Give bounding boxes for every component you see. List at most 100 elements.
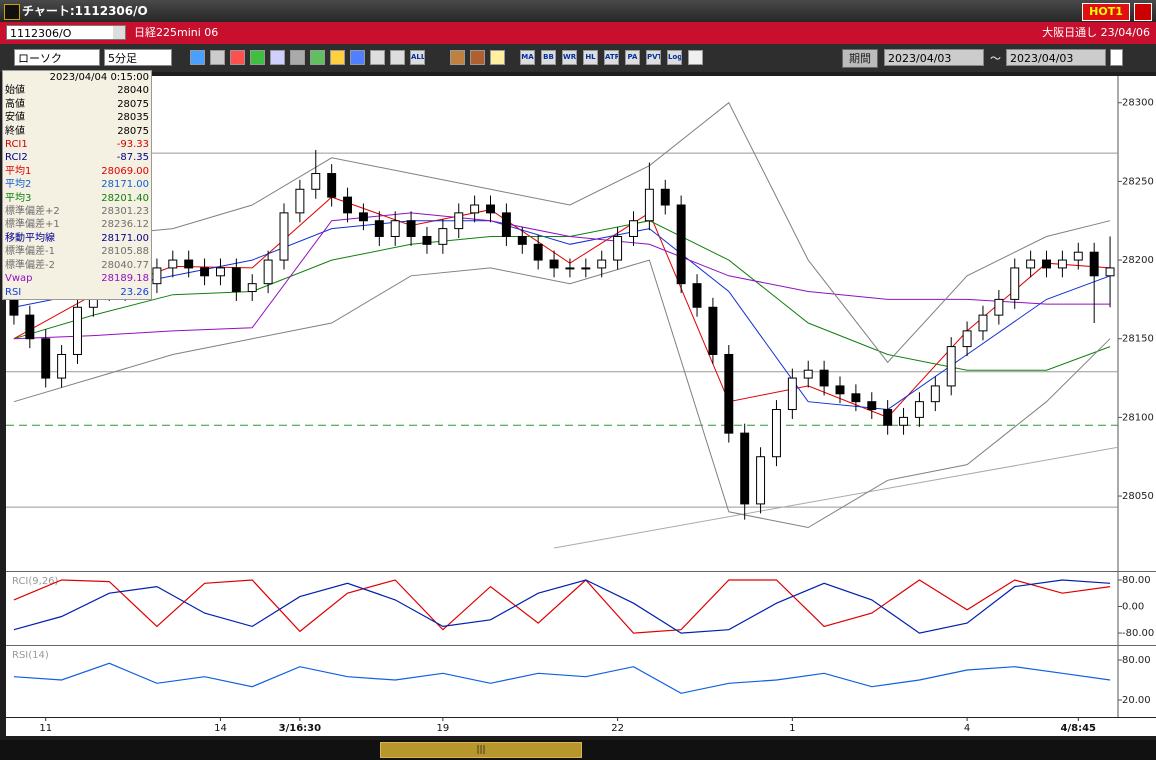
tool-button[interactable]: WRE — [562, 50, 577, 65]
date-separator: ～ — [990, 52, 1001, 65]
candle-body — [756, 456, 766, 505]
tool-button[interactable] — [190, 50, 205, 65]
tool-button[interactable] — [250, 50, 265, 65]
candle-body — [787, 377, 797, 411]
candle-body — [867, 401, 877, 411]
candle-body — [740, 432, 750, 505]
candle-body — [501, 212, 511, 237]
info-label: 平均1 — [5, 165, 32, 177]
y-tick-label: 28150 — [1122, 334, 1154, 345]
tool-button[interactable] — [270, 50, 285, 65]
info-label: 平均3 — [5, 192, 32, 204]
x-tick-label: 3/16:30 — [279, 723, 321, 734]
tool-button[interactable] — [230, 50, 245, 65]
candle-body — [438, 228, 448, 245]
info-label: 高値 — [5, 98, 25, 110]
tool-button[interactable]: PA — [625, 50, 640, 65]
candle-body — [231, 267, 241, 293]
x-tick-label: 4/8:45 — [1061, 723, 1097, 734]
tool-button[interactable] — [490, 50, 505, 65]
plot-background — [6, 76, 1156, 736]
candle-body — [152, 267, 162, 285]
tool-button[interactable] — [688, 50, 703, 65]
date-from[interactable]: 2023/04/03 — [884, 49, 984, 66]
panel-title: RSI(14) — [12, 650, 49, 661]
candle-body — [422, 235, 432, 245]
info-row: 移動平均線 28171.00 — [3, 232, 151, 245]
tool-button[interactable] — [470, 50, 485, 65]
tool-button[interactable] — [330, 50, 345, 65]
candle-body — [771, 409, 781, 458]
tool-button[interactable] — [370, 50, 385, 65]
candle-body — [470, 204, 480, 214]
hot-badge[interactable]: HOT1 — [1082, 3, 1130, 21]
window-title: チャート:1112306/O — [22, 4, 148, 18]
candle-body — [597, 259, 607, 269]
title-bar: チャート:1112306/O HOT1 — [0, 0, 1156, 22]
candle-body — [660, 188, 670, 206]
candle-body — [1042, 259, 1051, 269]
candle-body — [930, 385, 940, 403]
date-to[interactable]: 2023/04/03 — [1006, 49, 1106, 66]
tool-button[interactable]: PVT — [646, 50, 661, 65]
info-label: 始値 — [5, 85, 25, 97]
info-row: Vwap 28189.18 — [3, 272, 151, 285]
checkbox[interactable] — [1110, 49, 1123, 66]
candle-body — [549, 259, 559, 269]
scrollbar[interactable]: ||| — [0, 740, 1156, 760]
trend-line — [553, 446, 1119, 549]
y-tick-label: 20.00 — [1122, 695, 1151, 706]
candle-body — [215, 267, 225, 277]
candle-body — [327, 173, 337, 198]
close-button[interactable] — [1134, 3, 1152, 21]
info-row: RSI 23.26 — [3, 286, 151, 299]
info-row: 標準偏差+1 28236.12 — [3, 218, 151, 231]
tool-button[interactable] — [310, 50, 325, 65]
candle-body — [803, 369, 813, 379]
tool-button[interactable] — [290, 50, 305, 65]
candle-body — [946, 346, 956, 387]
x-tick-label: 4 — [964, 723, 970, 734]
scroll-thumb[interactable]: ||| — [380, 742, 582, 758]
info-value: 28105.88 — [101, 246, 149, 258]
tool-button[interactable] — [450, 50, 465, 65]
info-label: 終値 — [5, 125, 25, 137]
info-label: 標準偏差-2 — [5, 259, 55, 271]
y-tick-label: 28100 — [1122, 412, 1154, 423]
candle-body — [311, 173, 321, 190]
candle-body — [343, 196, 353, 214]
info-value: 28171.00 — [101, 232, 149, 244]
tool-button[interactable]: MA — [520, 50, 535, 65]
info-label: 平均2 — [5, 179, 32, 191]
candle-body — [295, 188, 305, 214]
candle-body — [1089, 251, 1099, 277]
symbol-input[interactable]: 1112306/O — [6, 25, 126, 40]
x-tick-label: 1 — [789, 723, 795, 734]
y-tick-label: 28050 — [1122, 491, 1154, 502]
info-value: 28301.23 — [101, 206, 149, 218]
tool-button[interactable]: ALL — [410, 50, 425, 65]
tool-button[interactable]: ATR — [604, 50, 619, 65]
candle-body — [41, 338, 51, 379]
candle-body — [168, 259, 178, 269]
toolbar: ローソク 5分足 ALL MA BB WRE HL ATR PA PVT Log 期間 2023… — [0, 44, 1156, 72]
candle-body — [724, 353, 734, 434]
tool-button[interactable]: Log — [667, 50, 682, 65]
candle-body — [1026, 259, 1036, 269]
candle-body — [899, 416, 909, 426]
tool-button[interactable] — [350, 50, 365, 65]
tool-button[interactable] — [390, 50, 405, 65]
interval-select[interactable]: 5分足 — [104, 49, 172, 66]
tool-button[interactable]: HL — [583, 50, 598, 65]
info-row: RCI2 -87.35 — [3, 151, 151, 164]
tool-button[interactable]: BB — [541, 50, 556, 65]
info-timestamp: 2023/04/04 0:15:00 — [49, 72, 149, 83]
period-button[interactable]: 期間 — [842, 49, 878, 68]
info-value: 28035 — [117, 112, 149, 124]
tool-button[interactable] — [210, 50, 225, 65]
info-value: 28040.77 — [101, 259, 149, 271]
chart-style-select[interactable]: ローソク — [14, 49, 100, 66]
info-value: 28201.40 — [101, 192, 149, 204]
y-tick-label: 28300 — [1122, 98, 1154, 109]
